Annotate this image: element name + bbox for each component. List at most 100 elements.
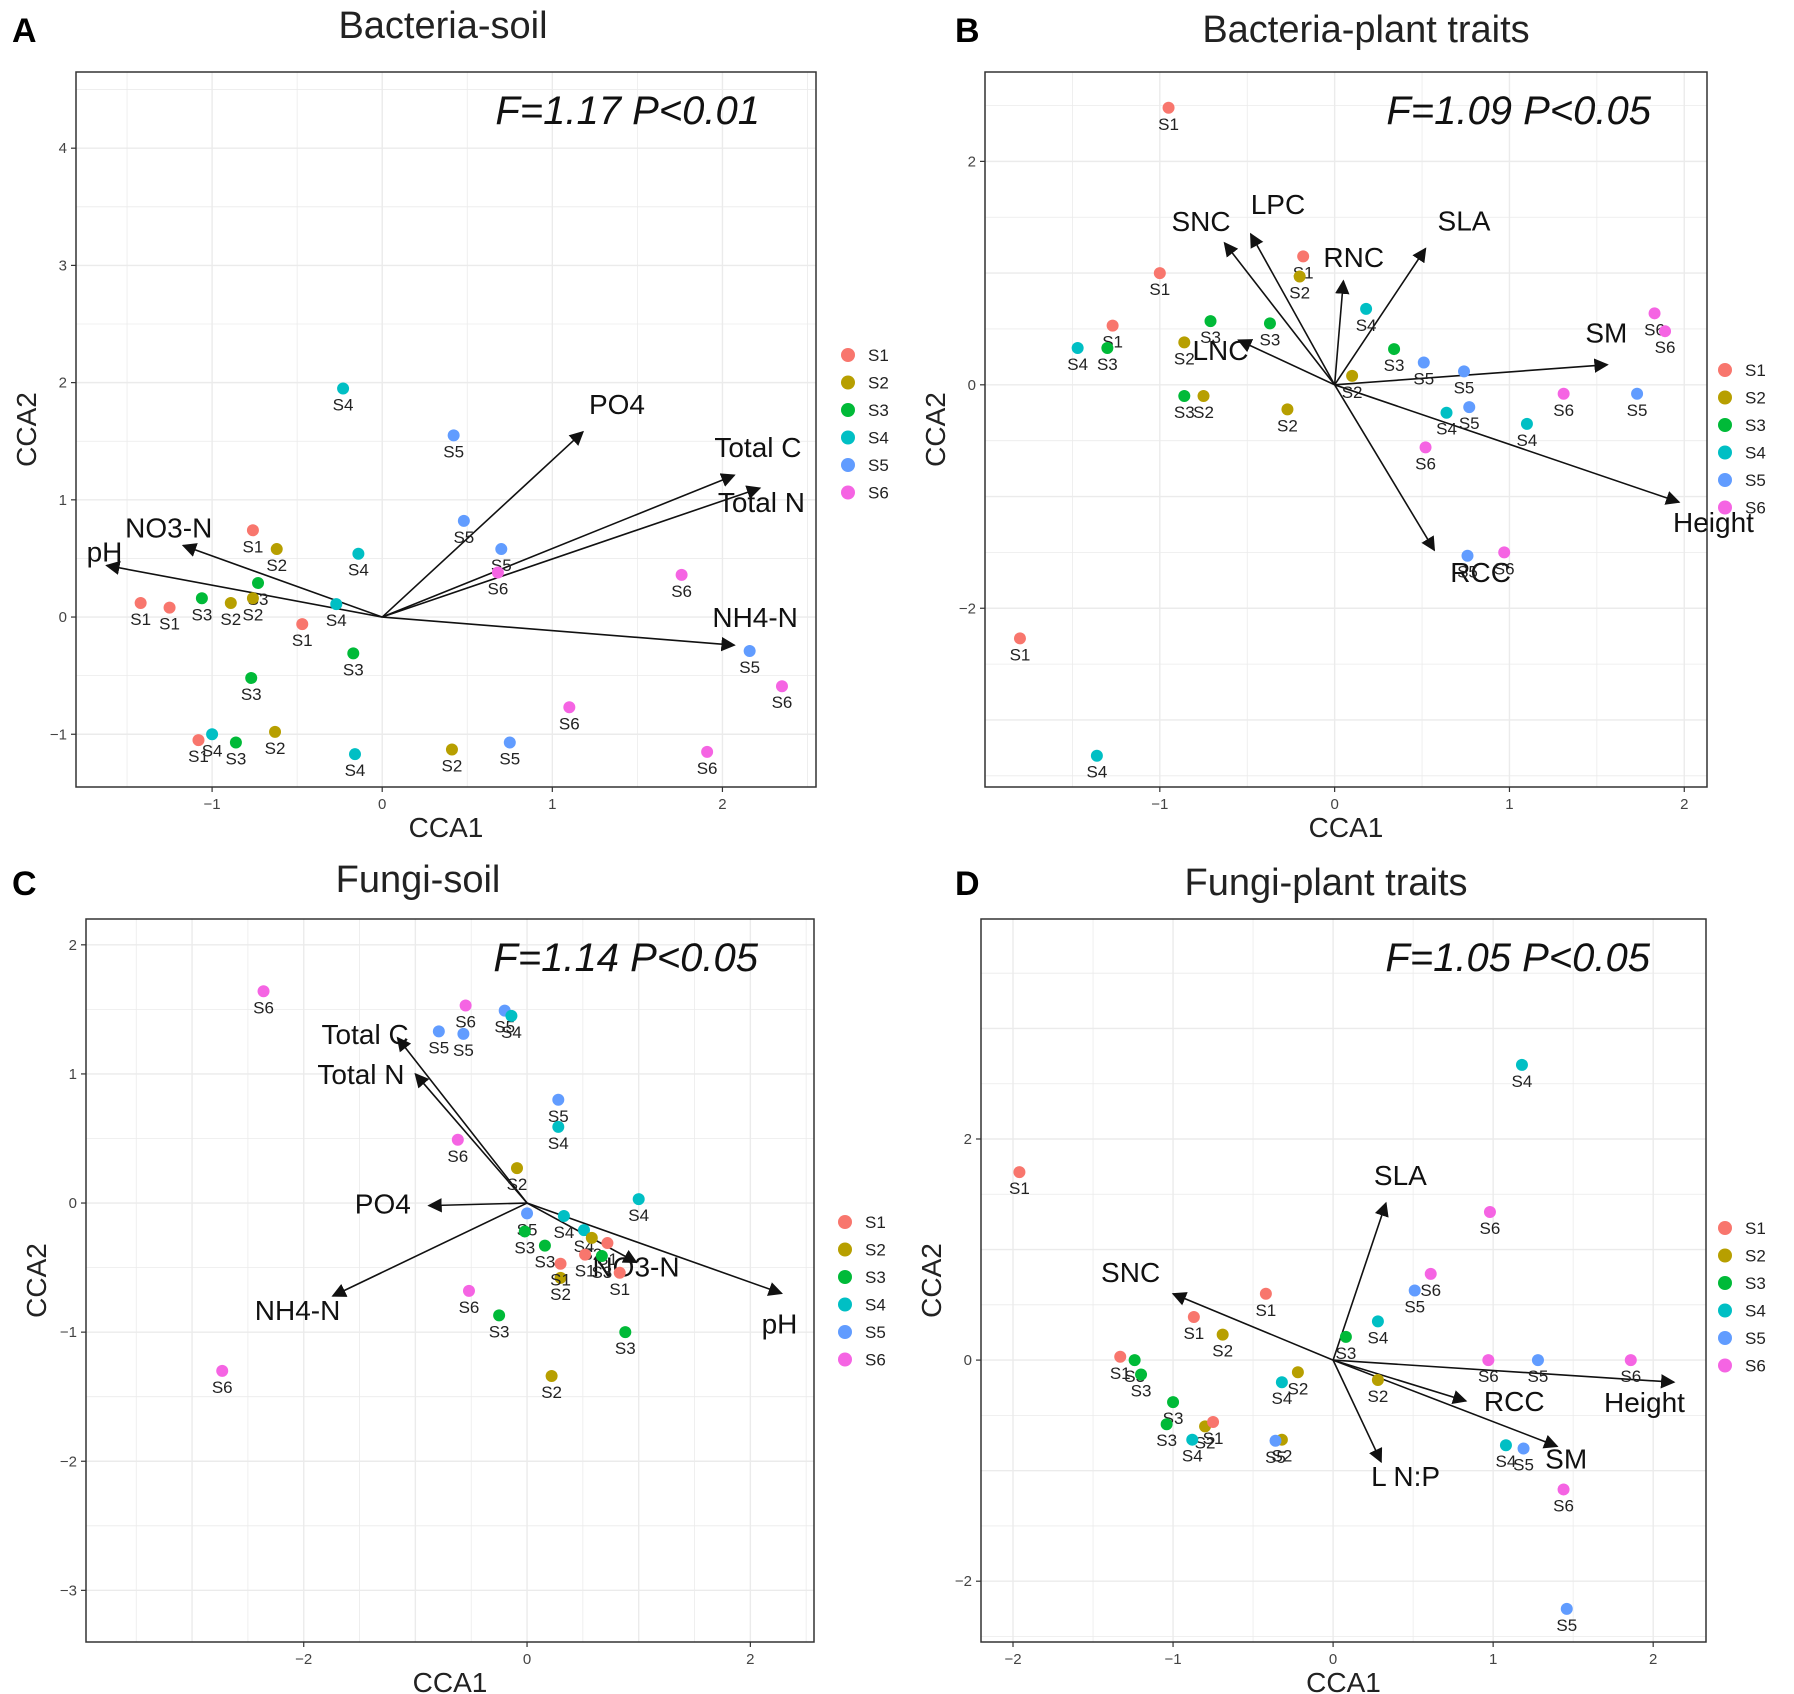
point-s6 xyxy=(1482,1354,1495,1367)
point-s2 xyxy=(1293,270,1306,283)
point-label: S6 xyxy=(1494,559,1515,578)
arrow-total-n xyxy=(381,485,762,618)
plot-area xyxy=(76,72,816,787)
y-tick-label: −2 xyxy=(955,1573,972,1590)
legend-label: S1 xyxy=(1745,1219,1766,1238)
legend-label: S2 xyxy=(868,374,889,393)
x-tick-label: 2 xyxy=(718,796,726,813)
point-s2 xyxy=(1281,403,1294,416)
point-label: S3 xyxy=(1174,403,1195,422)
point-s6 xyxy=(1648,307,1661,320)
point-s1 xyxy=(554,1257,567,1270)
point-label: S4 xyxy=(1271,1389,1292,1408)
point-label: S2 xyxy=(1271,1447,1292,1466)
arrow-label: Total C xyxy=(322,1019,409,1050)
point-s6 xyxy=(1483,1205,1496,1218)
point-s3 xyxy=(245,671,258,684)
point-label: S5 xyxy=(1454,378,1475,397)
arrow-label: SM xyxy=(1545,1443,1587,1474)
point-label: S2 xyxy=(507,1175,528,1194)
point-s1 xyxy=(163,601,176,614)
y-tick-label: 2 xyxy=(964,1131,972,1148)
arrow-lnc xyxy=(1237,339,1335,386)
point-s2 xyxy=(246,592,259,605)
scatter-points: S1S1S2S1S4S1S3S4S3S3S2S2S3S2S2S3S5S5S4S5… xyxy=(1010,101,1675,782)
point-s5 xyxy=(1560,1602,1573,1615)
point-label: S3 xyxy=(514,1238,535,1257)
point-s5 xyxy=(1463,401,1476,414)
y-tick-label: −3 xyxy=(60,1582,77,1599)
y-tick-label: 0 xyxy=(59,609,67,626)
y-axis-label: CCA2 xyxy=(11,392,42,467)
point-s1 xyxy=(601,1237,614,1250)
point-s1 xyxy=(613,1266,626,1279)
arrow-label: NH4-N xyxy=(255,1295,341,1326)
legend-key-s4 xyxy=(841,430,855,445)
x-tick-label: 0 xyxy=(1329,1651,1337,1668)
point-label: S4 xyxy=(628,1206,649,1225)
arrow-snc xyxy=(1171,1292,1334,1361)
point-s2 xyxy=(1197,389,1210,402)
legend-label: S3 xyxy=(868,401,889,420)
point-s1 xyxy=(246,524,259,537)
point-s3 xyxy=(1204,315,1217,328)
arrow-total-c xyxy=(381,473,736,618)
legend-key-s2 xyxy=(1718,390,1732,405)
x-tick-label: −1 xyxy=(1151,796,1168,813)
point-s5 xyxy=(1458,365,1471,378)
point-label: S4 xyxy=(548,1134,569,1153)
point-s1 xyxy=(1259,1287,1272,1300)
arrow-height xyxy=(1334,384,1681,505)
point-label: S1 xyxy=(243,537,264,556)
x-tick-label: 1 xyxy=(1505,796,1513,813)
y-tick-label: 2 xyxy=(968,153,976,170)
point-label: S3 xyxy=(1097,355,1118,374)
panel-letter: C xyxy=(12,865,37,903)
y-tick-label: 2 xyxy=(59,375,67,392)
point-label: S5 xyxy=(548,1107,569,1126)
point-s1 xyxy=(192,734,205,747)
point-label: S3 xyxy=(1156,1431,1177,1450)
legend-label: S6 xyxy=(865,1351,886,1370)
point-label: S2 xyxy=(1287,1379,1308,1398)
point-label: S2 xyxy=(1368,1387,1389,1406)
point-label: S4 xyxy=(345,761,366,780)
point-s2 xyxy=(585,1231,598,1244)
point-s3 xyxy=(1339,1330,1352,1343)
x-tick-label: −2 xyxy=(1004,1651,1021,1668)
legend-label: S4 xyxy=(865,1296,886,1315)
legend-key-s3 xyxy=(1718,1276,1732,1290)
y-tick-label: 1 xyxy=(59,492,67,509)
legend-label: S3 xyxy=(1745,1274,1766,1293)
point-label: S6 xyxy=(447,1147,468,1166)
legend-key-s2 xyxy=(841,375,855,390)
point-s1 xyxy=(1114,1350,1127,1363)
point-s5 xyxy=(457,1027,470,1040)
point-s4 xyxy=(632,1193,645,1206)
point-label: S1 xyxy=(1110,1364,1131,1383)
point-label: S6 xyxy=(1420,1281,1441,1300)
y-tick-label: 0 xyxy=(968,377,976,394)
point-label: S6 xyxy=(772,693,793,712)
biplot-arrows: SNC LPC RNC SLA LNC SM Height RCC xyxy=(1172,189,1755,588)
point-label: S1 xyxy=(130,610,151,629)
point-s4 xyxy=(1275,1376,1288,1389)
point-s3 xyxy=(1167,1396,1180,1409)
point-label: S4 xyxy=(1512,1072,1533,1091)
x-tick-label: 1 xyxy=(548,796,556,813)
y-tick-label: 0 xyxy=(964,1352,972,1369)
x-axis-label: CCA1 xyxy=(409,812,484,843)
point-label: S5 xyxy=(494,1018,515,1037)
point-label: S1 xyxy=(609,1280,630,1299)
point-label: S4 xyxy=(348,561,369,580)
point-s6 xyxy=(1659,325,1672,338)
point-label: S5 xyxy=(499,749,520,768)
arrow-height xyxy=(1333,1359,1676,1389)
legend-key-s4 xyxy=(838,1297,852,1312)
point-label: S3 xyxy=(226,749,247,768)
point-label: S6 xyxy=(212,1378,233,1397)
point-label: S6 xyxy=(1553,1496,1574,1515)
point-label: S1 xyxy=(188,747,209,766)
arrow-label: Total C xyxy=(714,432,801,463)
